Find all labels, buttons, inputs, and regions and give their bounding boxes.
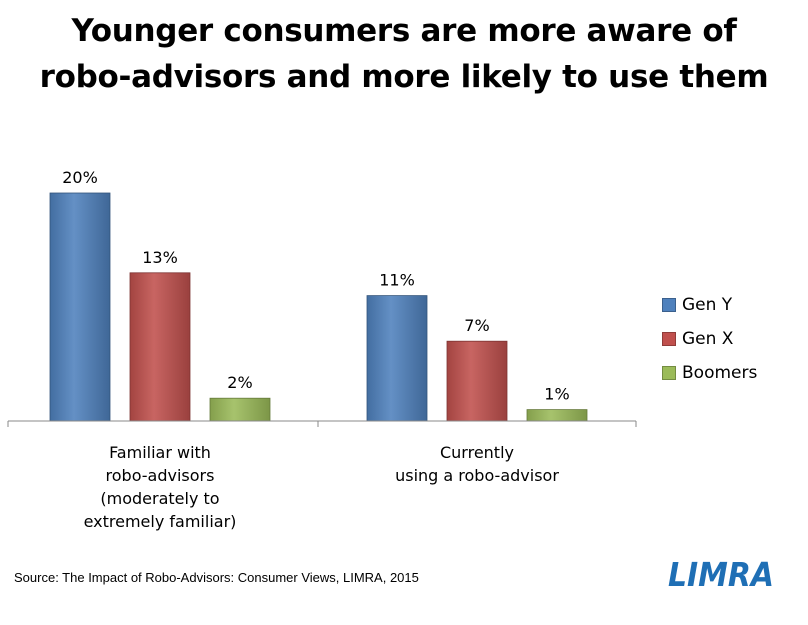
- legend-label-boomers: Boomers: [682, 363, 758, 383]
- category-label: Currently using a robo-advisor: [395, 443, 559, 485]
- legend-item-gen-y: Gen Y: [662, 288, 757, 322]
- legend: Gen Y Gen X Boomers: [662, 288, 757, 390]
- bar-chart: 20% 11% 13% 7% 2% 1% Familiar with robo-adviso…: [7, 168, 637, 531]
- bar-gen-y-1: [366, 295, 428, 422]
- title-line-1: Younger consumers are more aware of: [71, 13, 737, 49]
- legend-item-boomers: Boomers: [662, 356, 757, 390]
- bar-boomers-1: [526, 409, 588, 422]
- data-label: 11%: [379, 271, 415, 290]
- data-label: 13%: [142, 248, 178, 267]
- legend-swatch-gen-x: [662, 332, 676, 346]
- data-label: 1%: [544, 385, 569, 404]
- legend-swatch-gen-y: [662, 298, 676, 312]
- legend-swatch-boomers: [662, 366, 676, 380]
- chart-title: Younger consumers are more aware of robo…: [0, 8, 808, 100]
- data-label: 20%: [62, 168, 98, 187]
- bar-gen-x-0: [129, 272, 191, 422]
- source-note: Source: The Impact of Robo-Advisors: Con…: [14, 570, 419, 585]
- title-line-2: robo-advisors and more likely to use the…: [39, 59, 769, 95]
- bar-boomers-0: [209, 397, 271, 422]
- data-label: 7%: [464, 316, 489, 335]
- limra-logo: LIMRA: [668, 555, 774, 594]
- svg-text:LIMRA: LIMRA: [668, 555, 774, 594]
- data-label: 2%: [227, 373, 252, 392]
- bar-gen-x-1: [446, 340, 508, 422]
- bar-gen-y-0: [49, 192, 111, 422]
- legend-label-gen-x: Gen X: [682, 329, 734, 349]
- legend-item-gen-x: Gen X: [662, 322, 757, 356]
- legend-label-gen-y: Gen Y: [682, 295, 733, 315]
- category-label: Familiar with robo-advisors (moderately to…: [84, 443, 237, 531]
